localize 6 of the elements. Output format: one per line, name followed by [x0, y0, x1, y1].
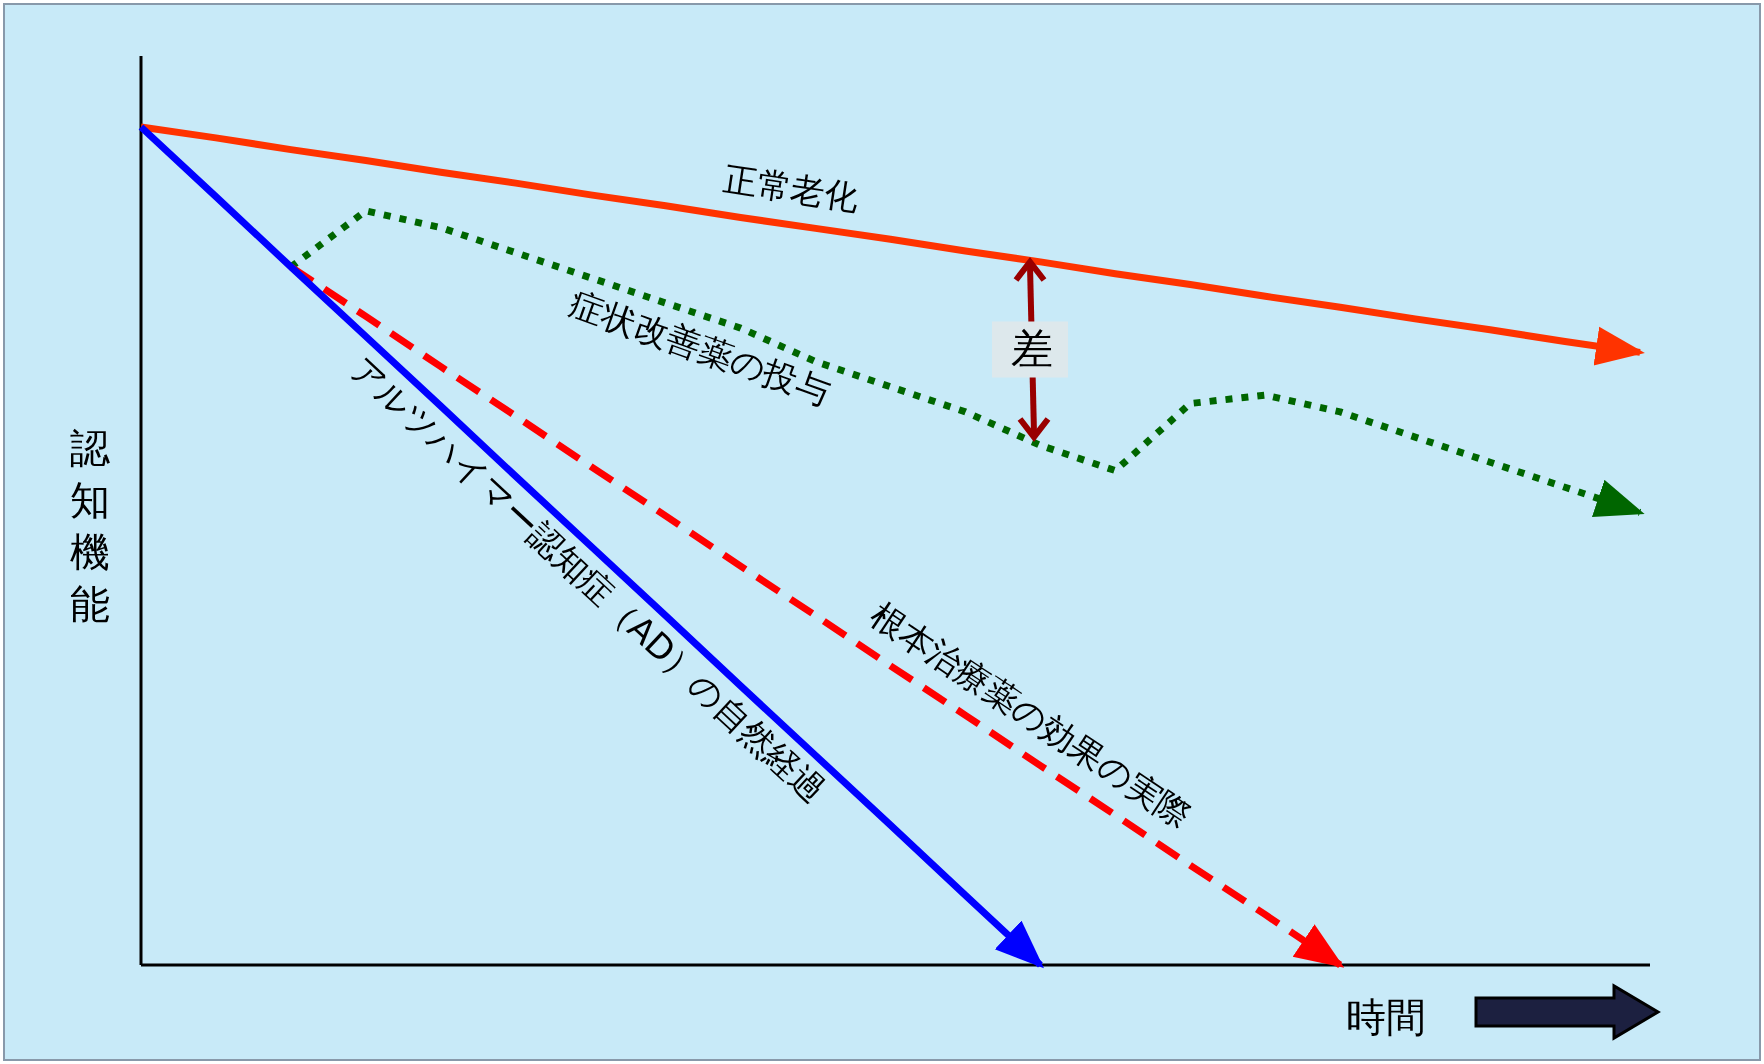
x-axis-title: 時間 — [1346, 994, 1426, 1040]
text: 症状改善薬の投与 — [564, 282, 836, 413]
text: 根本治療薬の効果の実際 — [863, 594, 1199, 836]
y-axis-title: 認知機能 — [70, 425, 110, 627]
annotation: 差 — [1011, 324, 1053, 373]
text: 正常老化 — [720, 158, 862, 218]
